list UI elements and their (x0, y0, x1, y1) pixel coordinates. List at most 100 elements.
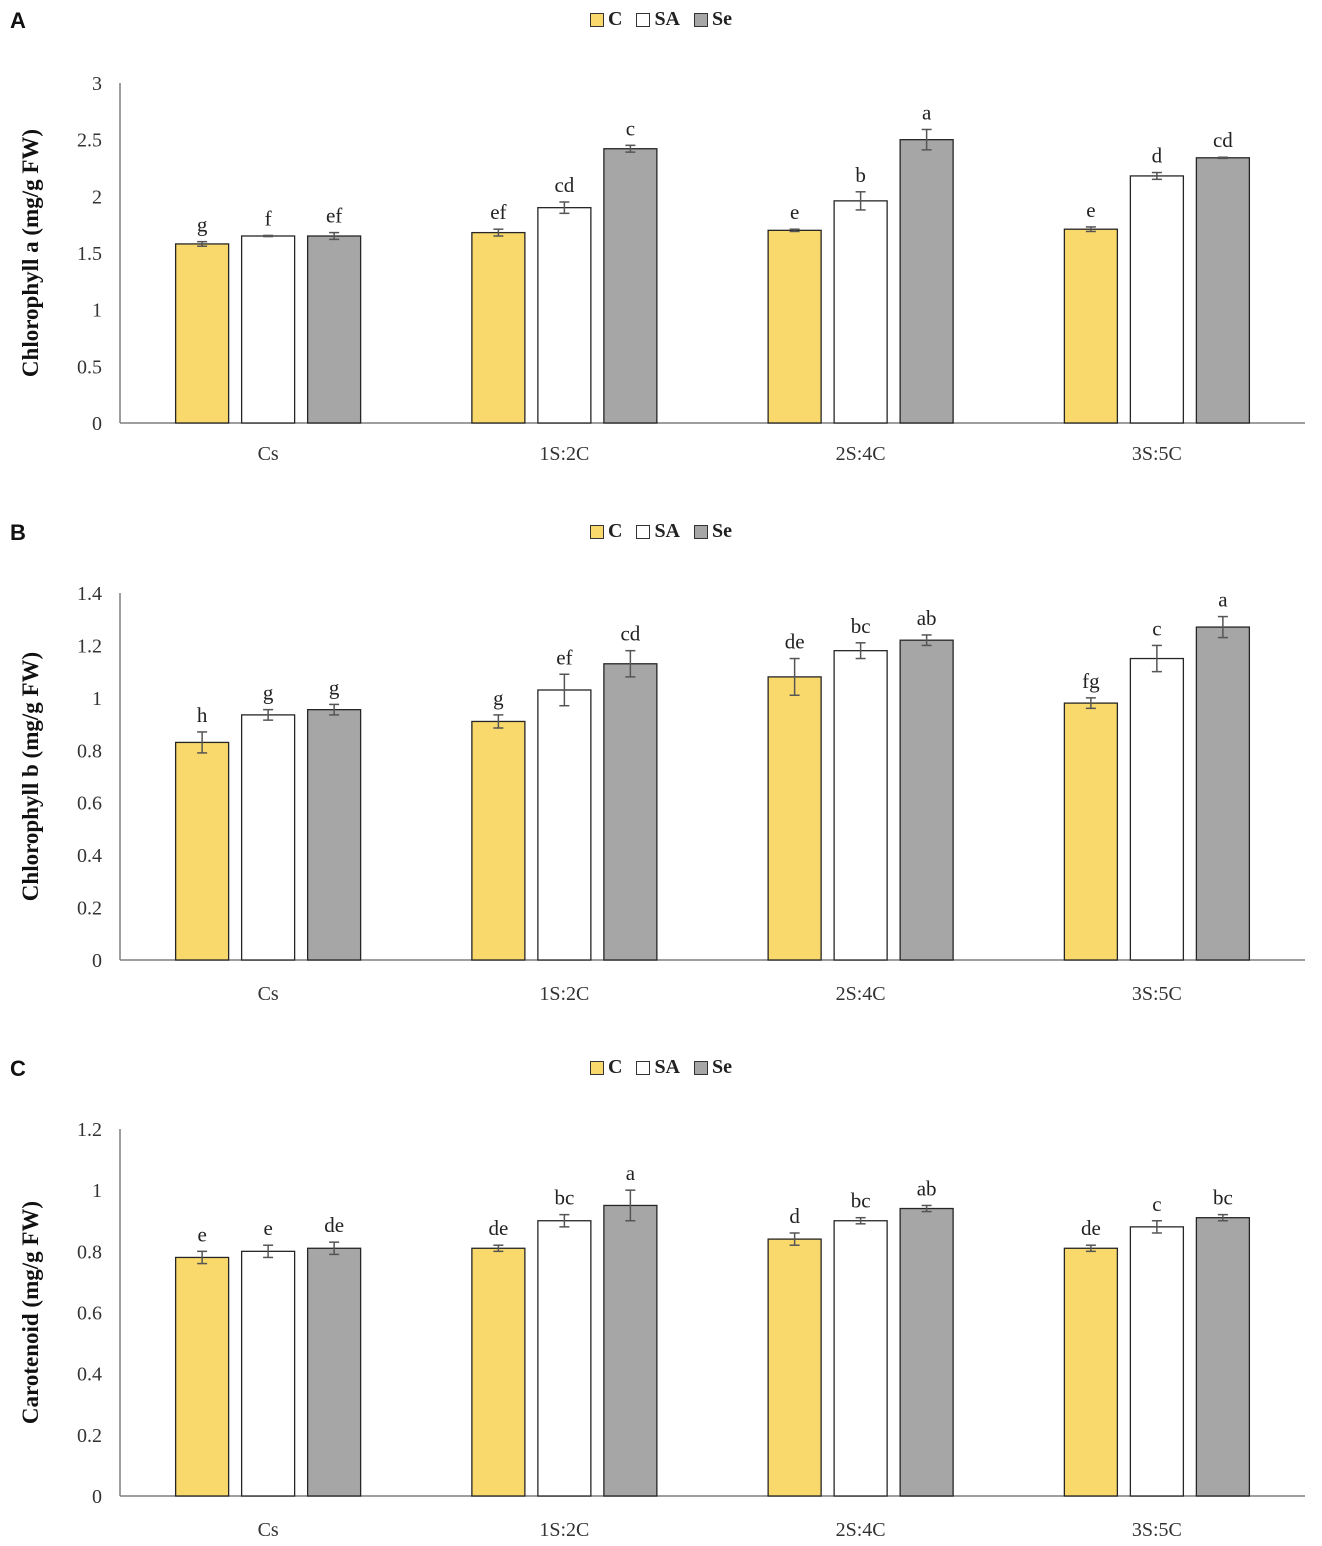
bar-c (471, 1247, 526, 1497)
significance-letter: cd (620, 622, 640, 646)
bar-sa (833, 1220, 888, 1497)
y-tick-label: 0.8 (77, 740, 102, 762)
panel-b: B C SA Se (0, 520, 1322, 1040)
legend-item-sa: SA (636, 1056, 680, 1079)
significance-letter: ef (556, 645, 572, 669)
x-tick-label: 1S:2C (539, 1519, 589, 1541)
y-tick-label: 0.2 (77, 898, 102, 920)
y-tick-label: 1 (92, 1180, 102, 1202)
panel-a: A C SA Se (0, 8, 1322, 508)
panel-c: C C SA Se (0, 1056, 1322, 1546)
x-tick-label: 1S:2C (539, 443, 589, 465)
significance-letter: e (263, 1216, 272, 1240)
bar-sa (1129, 657, 1185, 961)
y-axis-label: Carotenoid (mg/g FW) (18, 1201, 43, 1424)
significance-letter: bc (554, 1186, 574, 1210)
y-tick-label: 1.2 (77, 1119, 102, 1141)
legend-swatch-se (694, 524, 709, 539)
bar-se (899, 1207, 954, 1497)
legend-item-se: Se (694, 520, 732, 543)
legend-swatch-se (694, 1060, 709, 1075)
x-tick-label: 2S:4C (836, 443, 886, 465)
bar-se (1195, 157, 1251, 424)
legend-swatch-se (694, 12, 709, 27)
legend-item-c: C (589, 8, 623, 31)
y-tick-label: 0 (92, 950, 102, 972)
bar-sa (833, 200, 888, 424)
significance-letter: d (789, 1204, 800, 1228)
significance-letter: g (329, 675, 340, 699)
bar-sa (833, 650, 888, 961)
significance-letter: fg (1082, 669, 1100, 693)
y-tick-label: 1 (92, 300, 102, 322)
chart-carotenoid: 0 0.2 0.4 0.6 0.8 1 1.2 Carotenoid (mg/g FW) Cs e… (18, 1119, 1305, 1541)
bar-sa (240, 714, 296, 961)
legend-item-c: C (589, 1056, 623, 1079)
significance-letter: e (197, 1222, 206, 1246)
significance-letter: c (1152, 616, 1161, 640)
significance-letter: bc (851, 1189, 871, 1213)
legend-swatch-c (589, 12, 604, 27)
significance-letter: e (790, 200, 799, 224)
y-tick-label: 1 (92, 688, 102, 710)
legend: C SA Se (0, 520, 1322, 543)
bar-sa (1129, 175, 1185, 424)
y-tick-label: 3 (92, 73, 102, 95)
legend-label-c: C (607, 8, 623, 30)
legend-label-c: C (607, 520, 623, 542)
significance-letter: ef (490, 200, 506, 224)
bar-c (174, 1256, 230, 1497)
bar-se (899, 639, 954, 961)
y-tick-label: 0.4 (77, 1364, 102, 1386)
significance-letter: g (493, 686, 504, 710)
legend-label-sa: SA (654, 8, 681, 30)
chart-chlorophyll-a: 0 0.5 1 1.5 2 2.5 3 Chlorophyll a (mg/g FW) Cs g f… (18, 73, 1305, 465)
significance-letter: ef (326, 204, 342, 228)
y-tick-label: 0.4 (77, 845, 102, 867)
legend-label-c: C (607, 1056, 623, 1078)
legend-swatch-sa (636, 1060, 651, 1075)
significance-letter: de (488, 1216, 508, 1240)
panel-letter: C (10, 1056, 26, 1081)
bar-se (306, 1247, 362, 1497)
y-tick-label: 0.2 (77, 1425, 102, 1447)
legend-label-se: Se (712, 520, 733, 542)
y-tick-label: 0.5 (77, 356, 102, 378)
bar-se (603, 1204, 658, 1497)
legend-swatch-sa (636, 524, 651, 539)
y-tick-label: 1.2 (77, 635, 102, 657)
bar-c (767, 229, 822, 424)
legend-label-sa: SA (654, 520, 681, 542)
bar-sa (537, 207, 592, 424)
bar-se (603, 663, 658, 961)
significance-letter: b (855, 163, 866, 187)
legend-swatch-c (589, 524, 604, 539)
bar-c (767, 1238, 822, 1497)
bar-c (471, 231, 526, 424)
bar-sa (537, 689, 592, 961)
legend: C SA Se (0, 8, 1322, 31)
significance-letter: g (197, 213, 208, 237)
y-axis-label: Chlorophyll b (mg/g FW) (18, 652, 43, 901)
bar-c (174, 243, 230, 424)
bar-se (306, 709, 362, 961)
significance-letter: a (922, 100, 932, 124)
significance-letter: de (1081, 1216, 1101, 1240)
y-tick-label: 0 (92, 413, 102, 435)
legend-item-se: Se (694, 8, 732, 31)
legend-swatch-c (589, 1060, 604, 1075)
y-tick-label: 1.4 (77, 583, 102, 605)
legend-label-sa: SA (654, 1056, 681, 1078)
y-tick-label: 0.6 (77, 1303, 102, 1325)
legend-item-se: Se (694, 1056, 732, 1079)
significance-letter: a (1218, 588, 1228, 612)
y-axis-label: Chlorophyll a (mg/g FW) (18, 129, 43, 377)
bar-c (1063, 1247, 1119, 1497)
bar-se (899, 139, 954, 424)
bar-sa (240, 235, 296, 424)
significance-letter: ab (917, 1176, 937, 1200)
legend-label-se: Se (712, 8, 733, 30)
legend-item-sa: SA (636, 520, 680, 543)
x-tick-label: 3S:5C (1132, 443, 1182, 465)
bar-c (1063, 702, 1119, 961)
